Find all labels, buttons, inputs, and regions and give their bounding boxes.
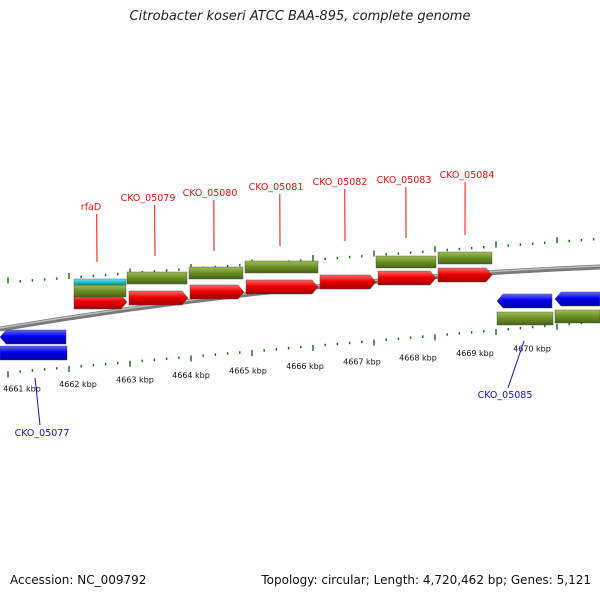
cds-feature-bar[interactable] xyxy=(188,266,244,280)
scale-label: 4661 kbp xyxy=(3,384,41,393)
cds-feature-bar[interactable] xyxy=(73,284,127,298)
gene-label-cko_05085[interactable]: CKO_05085 xyxy=(478,390,533,401)
scale-label: 4665 kbp xyxy=(229,367,267,376)
forward-gene-arrow[interactable] xyxy=(128,290,189,306)
cds-feature-bar[interactable] xyxy=(126,271,188,285)
scale-label: 4662 kbp xyxy=(59,380,97,389)
reverse-gene-bar[interactable] xyxy=(0,345,68,361)
forward-gene-arrow[interactable] xyxy=(319,274,377,290)
scale-label: 4666 kbp xyxy=(286,362,324,371)
scale-label: 4668 kbp xyxy=(399,353,437,362)
gene-leader-line xyxy=(34,377,41,426)
reverse-gene-arrow[interactable] xyxy=(0,329,67,345)
cds-feature-bar[interactable] xyxy=(244,260,319,274)
scale-label: 4670 kbp xyxy=(513,344,551,353)
gene-label-cko_05079[interactable]: CKO_05079 xyxy=(121,193,176,204)
cds-feature-bar[interactable] xyxy=(375,255,437,269)
misc-feature-bar[interactable] xyxy=(73,278,127,286)
forward-gene-arrow[interactable] xyxy=(189,284,245,300)
scale-label: 4663 kbp xyxy=(116,375,154,384)
gene-label-cko_05082[interactable]: CKO_05082 xyxy=(313,177,368,188)
scale-label: 4669 kbp xyxy=(456,349,494,358)
cds-feature-bar[interactable] xyxy=(496,311,554,326)
reverse-gene-arrow[interactable] xyxy=(496,293,553,309)
gene-label-rfad[interactable]: rfaD xyxy=(81,202,101,213)
gene-label-cko_05077[interactable]: CKO_05077 xyxy=(15,428,70,439)
genome-summary-text: Topology: circular; Length: 4,720,462 bp… xyxy=(261,573,591,587)
scale-label: 4664 kbp xyxy=(172,371,210,380)
forward-gene-arrow[interactable] xyxy=(245,279,319,295)
accession-text: Accession: NC_009792 xyxy=(10,573,147,587)
gene-label-cko_05084[interactable]: CKO_05084 xyxy=(440,170,495,181)
forward-gene-arrow[interactable] xyxy=(437,267,493,283)
map-title: Citrobacter koseri ATCC BAA-895, complet… xyxy=(129,9,471,24)
cds-feature-bar[interactable] xyxy=(554,309,600,324)
gene-features xyxy=(0,251,600,361)
gene-label-cko_05083[interactable]: CKO_05083 xyxy=(377,175,432,186)
scale-label: 4667 kbp xyxy=(343,358,381,367)
reverse-gene-arrow[interactable] xyxy=(554,291,600,307)
gene-label-cko_05080[interactable]: CKO_05080 xyxy=(183,188,238,199)
gene-labels: rfaD CKO_05079 CKO_05080 CKO_05081 CKO_05082… xyxy=(15,170,533,439)
cds-feature-bar[interactable] xyxy=(437,251,493,265)
forward-gene-arrow[interactable] xyxy=(377,270,437,286)
scale-ticks: 4661 kbp 4662 kbp 4663 kbp 4664 kbp 4665 kbp… xyxy=(3,237,595,393)
gene-leader-line xyxy=(507,340,525,389)
gene-label-cko_05081[interactable]: CKO_05081 xyxy=(249,182,304,193)
